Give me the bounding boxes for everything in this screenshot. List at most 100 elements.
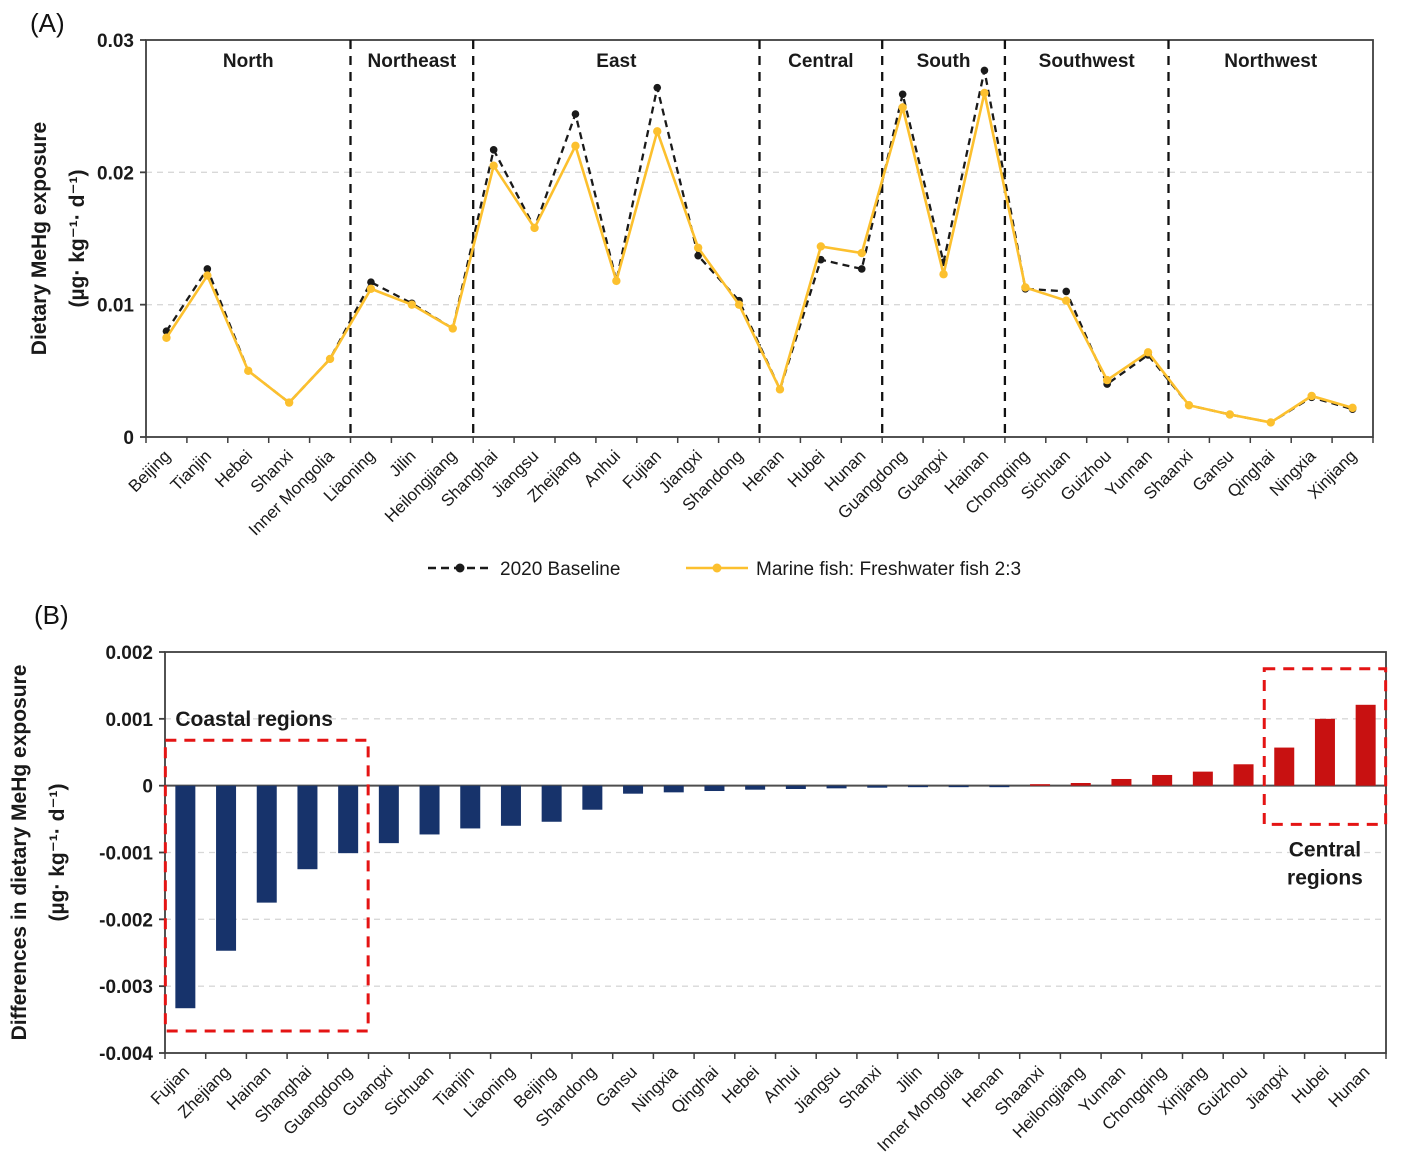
bar-guangxi — [378, 785, 399, 844]
bar-inner-mongolia — [948, 785, 969, 788]
data-point — [1021, 283, 1030, 292]
data-point — [857, 265, 866, 273]
data-point — [366, 284, 376, 293]
data-point — [980, 66, 989, 75]
data-point — [1062, 296, 1071, 305]
data-point — [571, 141, 580, 151]
data-point — [1266, 418, 1275, 427]
bar-hebei — [745, 785, 766, 790]
bar-chongqing — [1152, 774, 1173, 786]
region-label-south: South — [917, 51, 971, 72]
data-point — [203, 271, 212, 280]
panel-b-bar-chart: 0.0020.0010-0.001-0.002-0.003-0.004Fujia… — [8, 643, 1388, 1155]
legend-marker-0 — [455, 563, 465, 573]
bar-jiangxi — [1274, 747, 1295, 786]
y-axis-title-line1: Dietary MeHg exposure — [28, 122, 51, 355]
x-label-anhui: Anhui — [580, 446, 624, 490]
data-point — [775, 385, 785, 394]
bar-hunan — [1355, 704, 1376, 786]
x-label-beijing: Beijing — [125, 446, 175, 496]
bar-yunnan — [1111, 778, 1132, 786]
y-tick-label: -0.003 — [99, 977, 153, 998]
data-point — [203, 265, 212, 273]
data-point — [1225, 410, 1235, 419]
bar-anhui — [785, 785, 806, 790]
bar-sichuan — [419, 785, 440, 835]
bar-beijing — [541, 785, 562, 822]
data-point — [1102, 375, 1112, 385]
data-point — [1307, 391, 1316, 401]
bar-qinghai — [704, 785, 725, 792]
panel-a-label: (A) — [30, 8, 65, 38]
central-regions-box — [1262, 667, 1388, 826]
y-tick-label: -0.001 — [99, 844, 153, 865]
coastal-regions-box-label: Coastal regions — [175, 708, 333, 731]
data-point — [612, 276, 621, 286]
data-point — [407, 300, 417, 309]
data-point — [489, 146, 498, 154]
bar-shanghai — [297, 785, 318, 870]
y-tick-label: -0.004 — [99, 1044, 153, 1065]
bar-guangdong — [338, 785, 359, 854]
data-point — [857, 248, 866, 258]
series-line-1 — [165, 92, 1353, 424]
bar-henan — [989, 785, 1010, 788]
data-point — [448, 324, 457, 333]
data-point — [1143, 348, 1153, 357]
x-label-hubei: Hubei — [784, 446, 829, 491]
bar-hubei — [1314, 718, 1335, 786]
y-tick-label: 0.03 — [97, 31, 134, 52]
y-tick-label: 0.002 — [105, 643, 153, 664]
data-point — [162, 333, 171, 342]
data-point — [939, 270, 948, 279]
x-label-tianjin: Tianjin — [167, 446, 215, 494]
bar-shandong — [582, 785, 603, 810]
bar-shanxi — [867, 785, 888, 788]
data-point — [489, 161, 498, 170]
legend-label-1: Marine fish: Freshwater fish 2:3 — [756, 559, 1021, 580]
region-label-northwest: Northwest — [1224, 51, 1318, 72]
data-point — [898, 103, 907, 112]
x-label-hunan: Hunan — [1325, 1062, 1374, 1111]
y-axis-title-line1: Differences in dietary MeHg exposure — [8, 665, 31, 1041]
data-point — [980, 88, 989, 98]
y-tick-label: 0 — [123, 428, 134, 449]
y-tick-label: 0 — [142, 777, 153, 798]
y-axis-title-line2: (µg· kg⁻¹· d⁻¹) — [46, 783, 69, 921]
data-point — [898, 90, 907, 99]
bar-liaoning — [500, 785, 521, 826]
x-label-henan: Henan — [739, 446, 788, 495]
y-tick-label: 0.02 — [97, 163, 134, 184]
x-label-jilin: Jilin — [892, 1062, 926, 1096]
region-label-central: Central — [788, 51, 853, 72]
data-point — [530, 223, 539, 233]
y-tick-label: 0.01 — [97, 296, 134, 317]
data-point — [1062, 287, 1071, 296]
bar-heilongjiang — [1070, 782, 1091, 786]
bar-gansu — [623, 785, 644, 794]
data-point — [1348, 403, 1357, 413]
central-regions-box-label-line1: Central — [1289, 838, 1361, 861]
x-label-jiangxi: Jiangxi — [1241, 1062, 1292, 1113]
y-axis-title-line2: (µg· kg⁻¹· d⁻¹) — [66, 169, 89, 307]
bar-guizhou — [1233, 764, 1254, 786]
bar-shaanxi — [1030, 784, 1051, 786]
bar-zhejiang — [216, 785, 237, 951]
region-label-north: North — [223, 51, 274, 72]
legend-marker-1 — [712, 563, 722, 573]
y-tick-label: -0.002 — [99, 910, 153, 931]
region-label-southwest: Southwest — [1039, 51, 1136, 72]
bar-jiangsu — [826, 785, 847, 789]
region-label-northeast: Northeast — [368, 51, 457, 72]
coastal-regions-box — [163, 738, 370, 1033]
bar-ningxia — [663, 785, 684, 793]
data-point — [816, 242, 826, 251]
data-point — [367, 278, 375, 286]
x-label-jilin: Jilin — [386, 446, 420, 480]
data-point — [693, 243, 703, 252]
bar-jilin — [907, 785, 928, 788]
data-point — [694, 251, 702, 260]
data-point — [653, 127, 662, 136]
central-regions-box-label-line2: regions — [1287, 866, 1363, 889]
region-label-east: East — [596, 51, 637, 72]
